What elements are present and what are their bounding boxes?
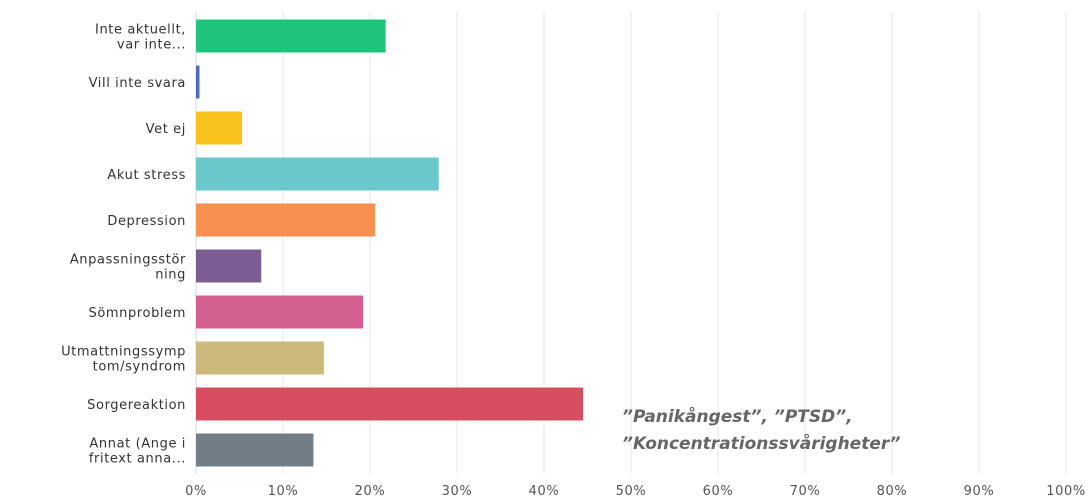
- x-tick-label: 40%: [529, 484, 560, 498]
- category-label: Sömnproblem: [89, 306, 187, 321]
- x-tick-label: 10%: [268, 484, 299, 498]
- x-tick-label: 30%: [442, 484, 473, 498]
- annotation-line: ”Koncentrationssvårigheter”: [622, 434, 901, 454]
- x-tick-label: 50%: [616, 484, 647, 498]
- category-label-line: Inte aktuellt,: [95, 23, 186, 38]
- x-axis-tick-labels: 0% 10% 20% 30% 40% 50% 60% 70% 80% 90% 100%: [185, 484, 1086, 498]
- x-tick-label: 100%: [1046, 484, 1086, 498]
- category-label-line: Vill inte svara: [89, 76, 186, 91]
- gridlines: [195, 12, 1067, 474]
- category-label-line: fritext anna...: [89, 452, 186, 467]
- category-label-line: tom/syndrom: [93, 360, 186, 375]
- category-label-line: Annat (Ange i: [89, 437, 186, 452]
- bar: [196, 111, 243, 145]
- category-label: Depression: [107, 214, 186, 229]
- bar: [196, 65, 200, 99]
- bar: [196, 295, 364, 329]
- category-label-line: Vet ej: [146, 122, 186, 137]
- annotation-note: ”Panikångest”, ”PTSD”, ”Koncentrationssv…: [622, 404, 1042, 458]
- category-label: Annat (Ange i fritext anna...: [89, 437, 186, 467]
- category-label-line: ning: [155, 268, 186, 283]
- bars: [196, 19, 584, 467]
- category-label: Inte aktuellt, var inte...: [95, 23, 186, 53]
- category-label: Utmattningssymp tom/syndrom: [61, 345, 186, 375]
- x-tick-label: 80%: [877, 484, 908, 498]
- category-label: Vet ej: [146, 122, 186, 137]
- bar: [196, 433, 314, 467]
- annotation-line: ”Panikångest”, ”PTSD”,: [622, 407, 853, 427]
- x-tick-label: 60%: [703, 484, 734, 498]
- category-label-line: Akut stress: [107, 168, 186, 183]
- category-label-line: Sorgereaktion: [87, 398, 186, 413]
- bar: [196, 203, 376, 237]
- bar: [196, 341, 324, 375]
- x-tick-label: 90%: [964, 484, 995, 498]
- category-label-line: Sömnproblem: [89, 306, 187, 321]
- x-tick-label: 0%: [185, 484, 207, 498]
- category-label-line: var inte...: [117, 38, 186, 53]
- x-tick-label: 70%: [790, 484, 821, 498]
- category-label: Anpassningsstör ning: [70, 253, 186, 283]
- category-label-line: Anpassningsstör: [70, 253, 186, 268]
- category-label: Vill inte svara: [89, 76, 186, 91]
- bar: [196, 19, 386, 53]
- category-label-line: Utmattningssymp: [61, 345, 186, 360]
- category-label-line: Depression: [107, 214, 186, 229]
- x-tick-label: 20%: [355, 484, 386, 498]
- category-labels: Inte aktuellt, var inte... Vill inte svara…: [61, 23, 187, 467]
- bar: [196, 249, 262, 283]
- bar: [196, 157, 439, 191]
- category-label: Sorgereaktion: [87, 398, 186, 413]
- category-label: Akut stress: [107, 168, 186, 183]
- bar: [196, 387, 584, 421]
